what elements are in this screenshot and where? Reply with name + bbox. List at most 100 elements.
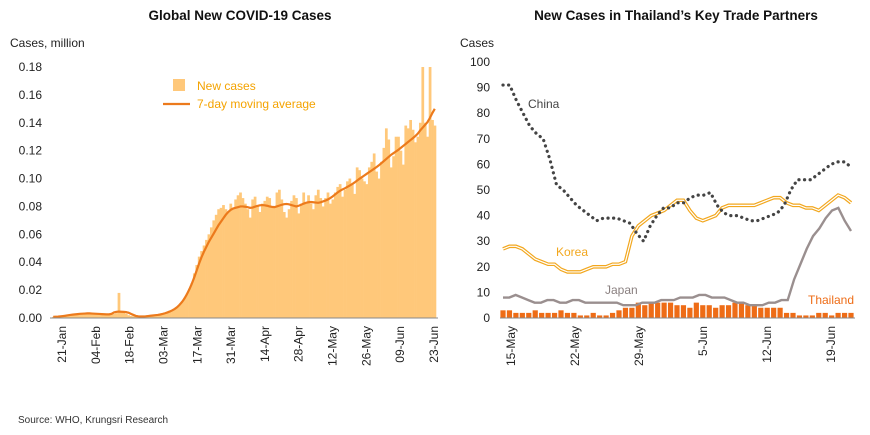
- new-cases-bar: [380, 161, 383, 318]
- new-cases-bar: [428, 67, 432, 318]
- new-cases-bar: [222, 205, 225, 318]
- thailand-bar: [500, 310, 506, 318]
- thailand-bar: [571, 312, 577, 318]
- new-cases-bar: [122, 312, 126, 318]
- new-cases-bar: [309, 203, 313, 318]
- left-y-tick-label: 0.08: [19, 199, 43, 213]
- new-cases-bar: [363, 181, 366, 318]
- korea-line: [502, 193, 853, 274]
- left-chart-title: Global New COVID-19 Cases: [148, 8, 331, 23]
- thailand-bar: [700, 305, 706, 318]
- new-cases-bar: [234, 199, 238, 318]
- new-cases-bar: [192, 273, 196, 318]
- left-x-tick-label: 03-Mar: [156, 326, 170, 364]
- left-bars: [52, 67, 437, 319]
- thailand-bar: [545, 312, 551, 318]
- new-cases-bar: [280, 199, 284, 318]
- thailand-bar: [622, 307, 629, 318]
- thailand-bar: [841, 312, 848, 318]
- new-cases-bar: [397, 136, 400, 318]
- thailand-bar: [713, 307, 719, 318]
- new-cases-bar: [399, 150, 403, 318]
- right-y-tick-label: 60: [477, 157, 491, 171]
- thailand-bar: [564, 312, 571, 318]
- new-cases-bar: [175, 307, 179, 318]
- thailand-bar: [526, 312, 532, 318]
- new-cases-bar: [299, 203, 303, 318]
- new-cases-bar: [188, 288, 191, 318]
- new-cases-bar: [253, 196, 257, 318]
- right-y-tick-label: 0: [483, 311, 490, 325]
- left-y-tick-label: 0.06: [19, 227, 43, 241]
- thailand-bar: [616, 310, 622, 318]
- right-x-tick-label: 19-Jun: [824, 326, 838, 363]
- left-x-tick-label: 09-Jun: [393, 326, 407, 363]
- new-cases-bar: [224, 209, 228, 318]
- new-cases-bar: [205, 239, 208, 318]
- new-cases-bar: [418, 122, 422, 319]
- new-cases-bar: [78, 313, 82, 318]
- left-x-tick-label: 23-Jun: [427, 326, 441, 363]
- thailand-bar: [816, 312, 822, 318]
- thailand-bar: [609, 312, 616, 318]
- new-cases-bar: [110, 314, 114, 318]
- thailand-bar: [809, 315, 815, 318]
- new-cases-bar: [346, 181, 349, 318]
- thailand-bar: [829, 315, 835, 318]
- thailand-bar: [680, 305, 687, 318]
- thailand-bar: [687, 307, 693, 318]
- new-cases-bar: [411, 129, 415, 318]
- new-cases-bar: [406, 128, 410, 318]
- new-cases-bar: [226, 212, 230, 318]
- left-x-tick-label: 31-Mar: [224, 326, 238, 364]
- new-cases-bar: [239, 192, 242, 318]
- thailand-bar: [506, 310, 513, 318]
- new-cases-bar: [336, 186, 340, 318]
- new-cases-bar: [314, 195, 318, 318]
- legend-label-new-cases: New cases: [197, 79, 256, 93]
- new-cases-bar: [173, 308, 177, 318]
- thailand-bar: [667, 302, 674, 318]
- new-cases-bar: [404, 125, 408, 318]
- thailand-bar: [706, 305, 712, 318]
- thailand-bar: [603, 315, 609, 318]
- new-cases-bar: [129, 315, 133, 318]
- new-cases-bar: [268, 198, 272, 318]
- thailand-bar: [725, 305, 732, 318]
- new-cases-bar: [265, 196, 269, 318]
- new-cases-bar: [367, 167, 371, 318]
- right-y-tick-label: 80: [477, 106, 491, 120]
- new-cases-bar: [329, 203, 332, 318]
- thailand-bar: [738, 302, 745, 318]
- thailand-bar: [513, 312, 519, 318]
- new-cases-bar: [180, 301, 184, 318]
- new-cases-bar: [229, 203, 233, 318]
- right-y-tick-label: 30: [477, 234, 491, 248]
- japan-line: [503, 206, 853, 307]
- new-cases-bar: [324, 198, 327, 318]
- new-cases-bar: [377, 178, 381, 318]
- new-cases-bar: [302, 192, 306, 318]
- new-cases-bar: [61, 316, 65, 318]
- series-label-korea: Korea: [556, 245, 588, 259]
- new-cases-bar: [100, 314, 104, 318]
- new-cases-bar: [275, 192, 279, 318]
- new-cases-bar: [73, 314, 77, 318]
- new-cases-bar: [127, 315, 131, 318]
- new-cases-bar: [248, 217, 252, 318]
- right-x-tick-label: 22-May: [568, 326, 582, 366]
- right-y-tick-label: 100: [470, 55, 490, 69]
- thailand-bar: [693, 302, 699, 318]
- thailand-bar: [822, 312, 828, 318]
- new-cases-bar: [333, 192, 337, 318]
- thailand-bar: [674, 305, 680, 318]
- new-cases-bar: [219, 207, 223, 318]
- new-cases-bar: [124, 313, 128, 318]
- thailand-bar: [539, 312, 545, 318]
- right-x-tick-label: 5-Jun: [696, 326, 710, 356]
- left-y-axis-label: Cases, million: [10, 36, 85, 50]
- new-cases-bar: [195, 265, 199, 318]
- new-cases-bar: [421, 67, 425, 318]
- new-cases-bar: [285, 217, 289, 318]
- new-cases-bar: [132, 316, 135, 318]
